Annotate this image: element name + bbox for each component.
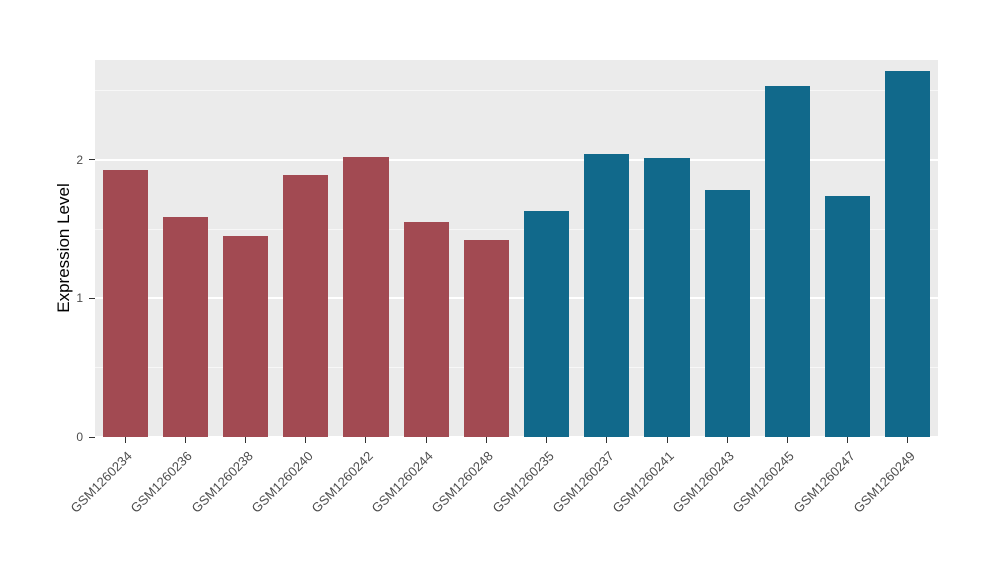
y-tick-label: 2 <box>76 152 83 167</box>
x-tick-mark <box>305 437 307 443</box>
x-tick-label: GSM1260234 <box>67 448 136 516</box>
bar <box>885 71 931 437</box>
x-tick-label: GSM1260238 <box>188 448 256 516</box>
x-tick-label: GSM1260242 <box>308 448 376 516</box>
major-gridline <box>95 158 938 161</box>
x-tick-label: GSM1260249 <box>850 448 918 516</box>
x-tick-mark <box>184 437 186 443</box>
x-tick-mark <box>245 437 247 443</box>
bar <box>162 216 208 437</box>
bar <box>644 158 690 437</box>
x-tick-label: GSM1260244 <box>368 448 437 516</box>
x-tick-mark <box>546 437 548 443</box>
minor-gridline <box>95 228 938 230</box>
bar <box>102 169 148 437</box>
x-tick-mark <box>485 437 487 443</box>
bar <box>764 86 811 437</box>
y-tick-mark <box>89 297 95 299</box>
x-tick-label: GSM1260245 <box>730 448 798 516</box>
bar <box>222 236 269 437</box>
x-tick-label: GSM1260247 <box>790 448 858 516</box>
minor-gridline <box>95 90 938 91</box>
x-tick-label: GSM1260248 <box>428 448 497 516</box>
bar <box>704 190 750 437</box>
major-gridline <box>95 297 938 300</box>
bar <box>403 222 449 437</box>
bar <box>825 195 871 437</box>
x-tick-label: GSM1260243 <box>669 448 738 516</box>
x-tick-mark <box>907 437 909 443</box>
y-tick-label: 0 <box>76 430 83 444</box>
x-tick-label: GSM1260240 <box>248 448 316 516</box>
chart-panel <box>95 60 938 438</box>
bar <box>283 175 329 437</box>
x-tick-label: GSM1260235 <box>489 448 557 516</box>
bar <box>463 240 509 437</box>
x-tick-mark <box>786 437 788 443</box>
x-tick-mark <box>666 437 668 443</box>
x-tick-mark <box>365 437 367 443</box>
bar <box>524 211 570 437</box>
x-tick-mark <box>726 437 728 443</box>
x-tick-mark <box>606 437 608 443</box>
x-tick-mark <box>425 437 427 443</box>
minor-gridline <box>95 367 938 369</box>
x-tick-mark <box>124 437 126 443</box>
x-tick-label: GSM1260241 <box>609 448 677 516</box>
y-tick-mark <box>89 436 95 438</box>
bar <box>343 157 389 437</box>
x-tick-label: GSM1260236 <box>127 448 196 516</box>
y-tick-mark <box>89 159 95 161</box>
x-tick-mark <box>847 437 849 443</box>
x-tick-label: GSM1260237 <box>549 448 617 516</box>
major-gridline <box>95 436 938 438</box>
bar <box>584 154 630 437</box>
y-tick-label: 1 <box>76 291 83 306</box>
